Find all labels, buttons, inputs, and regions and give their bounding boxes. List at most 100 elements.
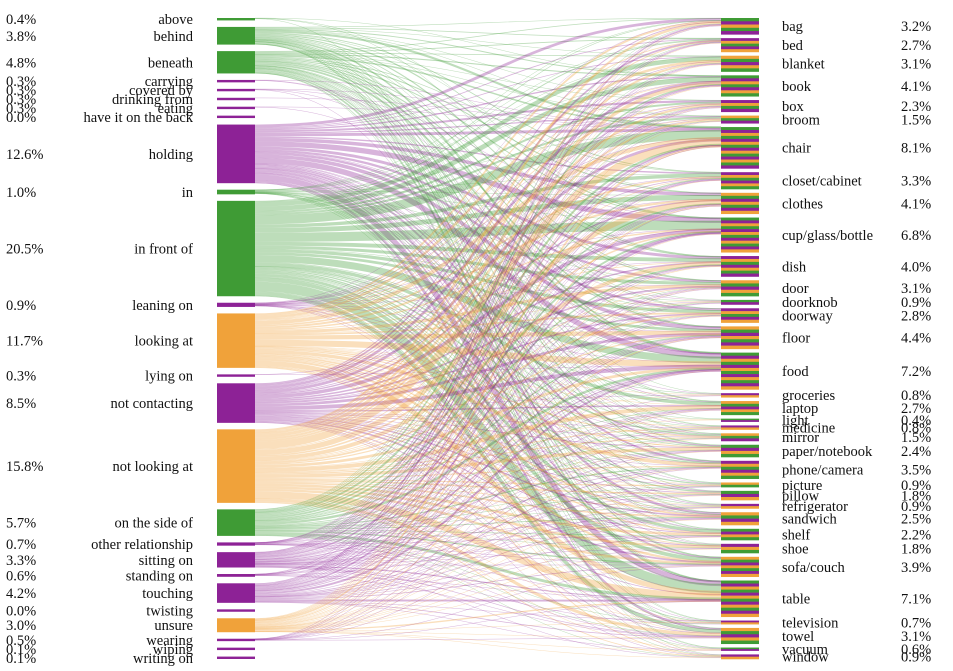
node-segment bbox=[721, 573, 759, 578]
flow-link bbox=[254, 151, 722, 311]
flow-link bbox=[254, 39, 722, 402]
flow-link bbox=[254, 60, 722, 282]
flow-link bbox=[254, 157, 722, 359]
flow-link bbox=[254, 229, 722, 375]
flow-link bbox=[254, 121, 722, 621]
flow-link bbox=[254, 65, 722, 402]
flow-link bbox=[254, 199, 722, 456]
flow-link bbox=[254, 89, 722, 220]
flow-link bbox=[254, 335, 722, 544]
flow-link bbox=[254, 519, 722, 630]
flow-link bbox=[254, 136, 722, 174]
node-segment bbox=[721, 261, 759, 266]
flow-link bbox=[254, 89, 722, 355]
node-segment bbox=[721, 427, 759, 430]
node-segment bbox=[721, 620, 759, 623]
flow-link bbox=[254, 413, 722, 467]
flow-link bbox=[254, 567, 722, 658]
relationship-label: touching bbox=[142, 586, 193, 602]
node-towel bbox=[721, 627, 759, 645]
flow-link bbox=[254, 20, 722, 202]
flow-link bbox=[254, 265, 722, 559]
node-segment bbox=[721, 469, 759, 474]
object-label: paper/notebook bbox=[782, 444, 873, 460]
node-segment bbox=[721, 586, 759, 590]
flow-link bbox=[254, 312, 722, 404]
percent-label: 20.5% bbox=[6, 242, 43, 258]
flow-link bbox=[254, 38, 722, 53]
percent-label: 6.8% bbox=[901, 228, 931, 244]
node-leaning-on bbox=[217, 302, 255, 307]
flow-link bbox=[254, 163, 722, 395]
node-segment bbox=[721, 270, 759, 274]
node-not-contacting bbox=[217, 383, 255, 423]
flow-link bbox=[254, 30, 722, 129]
node-segment bbox=[721, 515, 759, 519]
flow-link bbox=[254, 518, 722, 565]
node-segment bbox=[721, 435, 759, 439]
flow-link bbox=[254, 205, 722, 588]
node-segment bbox=[721, 138, 759, 143]
flow-link bbox=[254, 284, 722, 305]
flow-link bbox=[254, 18, 722, 128]
node-segment bbox=[721, 162, 759, 166]
flow-link bbox=[254, 61, 722, 310]
flow-link bbox=[254, 366, 722, 468]
node-looking-at bbox=[217, 313, 255, 368]
node-clothes bbox=[721, 192, 759, 215]
flow-link bbox=[254, 346, 722, 420]
node-in-front-of bbox=[217, 200, 255, 297]
flow-group-above bbox=[254, 17, 722, 581]
flow-link bbox=[254, 369, 722, 545]
relationship-label: covered by bbox=[129, 83, 194, 99]
node-segment bbox=[721, 172, 759, 176]
node-segment bbox=[721, 68, 759, 72]
flow-link bbox=[254, 39, 722, 434]
percent-label: 0.7% bbox=[901, 615, 931, 631]
flow-link bbox=[254, 232, 722, 544]
object-label: vacuum bbox=[782, 642, 829, 658]
relationship-label: beneath bbox=[148, 55, 194, 71]
flow-link bbox=[254, 266, 722, 437]
flow-link bbox=[254, 428, 722, 526]
flow-link bbox=[254, 407, 722, 526]
object-label: bag bbox=[782, 19, 803, 35]
percent-label: 1.5% bbox=[901, 112, 931, 128]
flow-link bbox=[254, 544, 722, 600]
node-segment bbox=[721, 420, 759, 422]
node-segment bbox=[721, 380, 759, 384]
flow-link bbox=[254, 180, 722, 631]
object-label: picture bbox=[782, 478, 822, 494]
node-segment bbox=[721, 367, 759, 372]
flow-link bbox=[254, 143, 722, 515]
flow-link bbox=[254, 335, 722, 561]
percent-label: 0.9% bbox=[6, 298, 36, 314]
flow-link bbox=[254, 166, 722, 463]
flow-link bbox=[254, 314, 722, 522]
flow-link bbox=[254, 35, 722, 281]
flow-link bbox=[254, 37, 722, 327]
flow-link bbox=[254, 405, 722, 412]
flow-link bbox=[254, 517, 722, 545]
flow-link bbox=[254, 63, 722, 355]
flow-link bbox=[254, 18, 722, 52]
flow-link bbox=[254, 408, 722, 576]
flow-link bbox=[254, 21, 722, 432]
flow-link bbox=[254, 39, 722, 203]
flow-link bbox=[254, 39, 722, 191]
percent-label: 0.3% bbox=[6, 101, 36, 117]
flow-link bbox=[254, 80, 722, 354]
flow-link bbox=[254, 137, 722, 305]
flow-link bbox=[254, 249, 722, 314]
node-segment bbox=[721, 433, 759, 437]
node-segment bbox=[721, 374, 759, 378]
flow-link bbox=[254, 367, 722, 525]
node-segment bbox=[721, 537, 759, 541]
node-segment bbox=[721, 177, 759, 181]
flow-link bbox=[254, 261, 722, 461]
flow-link bbox=[254, 301, 722, 334]
node-segment bbox=[721, 316, 759, 321]
flow-link bbox=[254, 179, 722, 575]
flow-link bbox=[254, 302, 722, 522]
flow-link bbox=[254, 85, 722, 586]
